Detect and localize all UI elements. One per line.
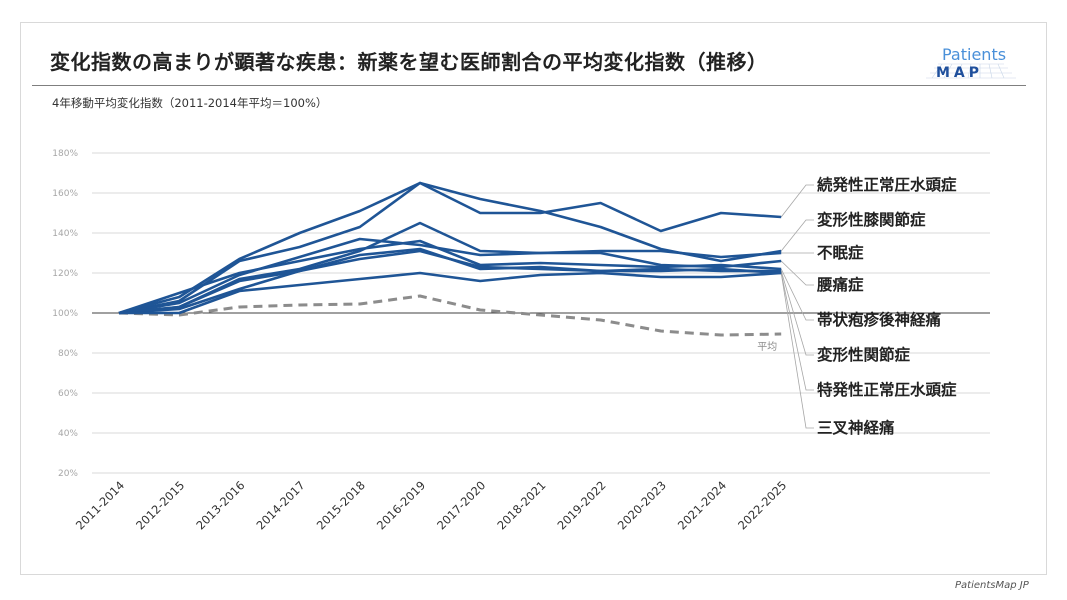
leader-line bbox=[780, 260, 814, 286]
x-axis-ticks: 2011-2014 2012-2015 2013-2016 2014-2017 2015… bbox=[73, 478, 789, 532]
series-line bbox=[118, 237, 782, 315]
x-tick-label: 2014-2017 bbox=[253, 478, 307, 532]
average-label: 平均 bbox=[757, 341, 777, 353]
y-tick-label: 100% bbox=[52, 309, 78, 319]
x-tick-label: 2013-2016 bbox=[193, 478, 247, 532]
logo-text: Patients bbox=[942, 45, 1006, 64]
x-tick-label: 2018-2021 bbox=[494, 478, 548, 532]
y-tick-label: 40% bbox=[58, 429, 78, 439]
series-layer bbox=[118, 181, 782, 315]
x-tick-label: 2011-2014 bbox=[73, 478, 127, 532]
patientsmap-logo: Patients MAP bbox=[926, 45, 1016, 80]
leader-line bbox=[780, 184, 814, 218]
x-tick-label: 2022-2025 bbox=[735, 478, 789, 532]
series-label: 変形性関節症 bbox=[817, 345, 911, 364]
x-tick-label: 2019-2022 bbox=[554, 478, 608, 532]
title-divider bbox=[32, 85, 1026, 86]
leader-line bbox=[780, 272, 814, 391]
series-label: 続発性正常圧水頭症 bbox=[817, 175, 957, 194]
x-tick-label: 2015-2018 bbox=[314, 478, 368, 532]
y-tick-label: 160% bbox=[52, 189, 78, 199]
y-tick-label: 20% bbox=[58, 469, 78, 479]
y-tick-label: 140% bbox=[52, 229, 78, 239]
series-line bbox=[118, 181, 782, 315]
y-tick-label: 120% bbox=[52, 269, 78, 279]
chart-subtitle: 4年移動平均変化指数（2011-2014年平均＝100%） bbox=[52, 96, 328, 110]
x-tick-label: 2021-2024 bbox=[675, 478, 729, 532]
series-label: 腰痛症 bbox=[816, 275, 864, 294]
x-tick-label: 2012-2015 bbox=[133, 478, 187, 532]
series-label: 変形性膝関節症 bbox=[817, 210, 926, 229]
leader-line bbox=[780, 270, 814, 356]
series-line bbox=[118, 221, 782, 315]
leader-line bbox=[780, 272, 814, 429]
footer-credit: PatientsMap JP bbox=[955, 580, 1029, 591]
y-axis-ticks: 20% 40% 60% 80% 100% 120% 140% 160% 180% bbox=[52, 149, 78, 479]
y-tick-label: 80% bbox=[58, 349, 78, 359]
series-label: 不眠症 bbox=[817, 243, 864, 262]
series-line bbox=[118, 181, 782, 315]
slide-frame bbox=[20, 22, 1047, 575]
series-label: 帯状疱疹後神経痛 bbox=[817, 310, 942, 329]
logo-map-text: MAP bbox=[936, 65, 983, 80]
series-labels: 続発性正常圧水頭症変形性膝関節症不眠症腰痛症帯状疱疹後神経痛変形性関節症特発性正… bbox=[816, 175, 957, 437]
series-line bbox=[119, 271, 782, 315]
leader-line bbox=[780, 268, 814, 321]
page-title: 変化指数の高まりが顕著な疾患：新薬を望む医師割合の平均変化指数（推移） bbox=[50, 50, 768, 74]
series-line bbox=[118, 239, 782, 315]
x-tick-label: 2016-2019 bbox=[374, 478, 428, 532]
average-series: 平均 bbox=[118, 294, 782, 353]
series-label: 特発性正常圧水頭症 bbox=[817, 380, 957, 399]
x-tick-label: 2017-2020 bbox=[434, 478, 488, 532]
logo-grid-icon bbox=[926, 63, 1016, 79]
y-tick-label: 180% bbox=[52, 149, 78, 159]
leader-line bbox=[780, 219, 814, 252]
y-tick-label: 60% bbox=[58, 389, 78, 399]
series-line bbox=[118, 249, 782, 315]
series-label: 三叉神経痛 bbox=[817, 418, 895, 437]
x-tick-label: 2020-2023 bbox=[615, 478, 669, 532]
leader-lines bbox=[780, 184, 814, 429]
grid-layer bbox=[92, 152, 990, 474]
average-line bbox=[118, 294, 782, 337]
